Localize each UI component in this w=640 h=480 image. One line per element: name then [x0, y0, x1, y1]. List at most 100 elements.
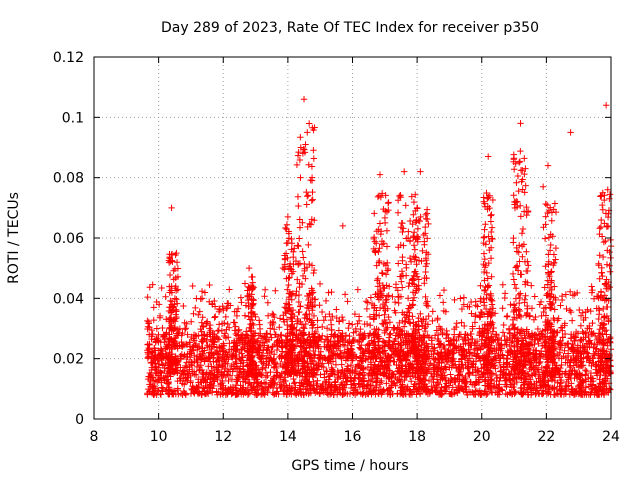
- roti-data-point: [361, 320, 368, 328]
- roti-data-point: [590, 344, 597, 351]
- roti-data-point: [391, 298, 399, 306]
- roti-data-point: [558, 361, 565, 369]
- roti-data-point: [157, 391, 165, 398]
- roti-data-point: [163, 330, 170, 337]
- roti-data-point: [360, 378, 368, 385]
- roti-data-point: [556, 345, 564, 353]
- roti-data-point: [525, 371, 532, 378]
- roti-data-point: [447, 371, 454, 378]
- roti-data-point: [232, 323, 239, 330]
- roti-data-point: [269, 384, 277, 392]
- roti-data-point: [385, 375, 393, 382]
- roti-data-point: [266, 349, 274, 356]
- roti-data-point: [497, 363, 504, 371]
- roti-data-point: [481, 382, 489, 389]
- roti-data-point: [295, 298, 303, 306]
- roti-data-point: [292, 384, 299, 391]
- roti-data-point: [440, 299, 447, 306]
- roti-data-point: [263, 338, 271, 345]
- roti-data-point: [369, 378, 377, 385]
- roti-data-point: [391, 325, 398, 332]
- roti-data-point: [460, 388, 467, 395]
- roti-data-point: [291, 390, 299, 397]
- roti-data-point: [395, 340, 402, 347]
- roti-data-point: [319, 380, 327, 388]
- roti-data-point: [494, 384, 502, 391]
- roti-data-point: [503, 313, 511, 320]
- roti-data-point: [481, 377, 488, 384]
- roti-data-point: [258, 365, 266, 373]
- roti-data-point: [383, 380, 390, 387]
- roti-data-point: [506, 371, 513, 378]
- roti-data-point: [367, 330, 374, 337]
- roti-data-point: [499, 305, 506, 312]
- roti-data-point: [260, 379, 268, 386]
- roti-data-point: [528, 372, 536, 379]
- roti-data-point: [313, 382, 320, 389]
- roti-data-point: [290, 380, 298, 387]
- roti-data-point: [272, 287, 279, 294]
- roti-data-point: [217, 391, 224, 398]
- roti-data-point: [194, 384, 201, 392]
- roti-data-point: [162, 293, 169, 301]
- roti-data-point: [429, 308, 436, 315]
- roti-data-point: [445, 382, 453, 389]
- roti-data-point: [211, 333, 219, 341]
- roti-data-point: [219, 363, 227, 370]
- roti-data-point: [462, 383, 469, 390]
- roti-data-point: [219, 303, 226, 310]
- roti-data-point: [295, 291, 303, 299]
- roti-data-point: [390, 338, 398, 345]
- roti-data-point: [348, 342, 355, 349]
- roti-data-point: [596, 380, 604, 387]
- roti-data-point: [145, 344, 152, 352]
- roti-data-point: [554, 328, 561, 336]
- roti-data-point: [359, 382, 367, 389]
- roti-data-point: [146, 388, 153, 396]
- roti-data-point: [558, 370, 566, 378]
- roti-data-point: [370, 330, 377, 338]
- roti-data-point: [533, 332, 540, 339]
- roti-data-point: [335, 327, 343, 334]
- roti-data-point: [590, 295, 598, 302]
- roti-data-point: [579, 384, 587, 392]
- roti-data-point: [395, 299, 402, 307]
- roti-data-point: [338, 379, 346, 387]
- roti-data-point: [553, 365, 560, 373]
- roti-data-point: [339, 384, 346, 391]
- roti-data-point: [487, 384, 494, 392]
- roti-data-point: [520, 379, 527, 386]
- roti-data-point: [346, 370, 354, 377]
- roti-data-point: [267, 368, 274, 376]
- roti-data-point: [491, 310, 499, 317]
- roti-data-point: [206, 358, 214, 365]
- roti-data-point: [346, 390, 354, 398]
- roti-data-point: [555, 371, 563, 379]
- roti-data-point: [489, 328, 496, 335]
- roti-data-point: [193, 363, 201, 371]
- roti-data-point: [462, 337, 469, 344]
- roti-data-point: [402, 384, 410, 392]
- roti-data-point: [455, 349, 463, 356]
- roti-data-point: [239, 385, 246, 393]
- roti-data-point: [571, 374, 578, 382]
- roti-data-point: [498, 386, 505, 393]
- roti-data-point: [578, 362, 586, 370]
- roti-data-point: [213, 388, 220, 395]
- roti-data-point: [224, 320, 231, 328]
- roti-data-point: [262, 364, 269, 372]
- roti-data-point: [222, 360, 229, 367]
- roti-data-point: [339, 341, 347, 348]
- roti-data-point: [579, 377, 586, 384]
- roti-data-point: [461, 331, 469, 338]
- roti-data-point: [347, 377, 354, 384]
- roti-data-point: [558, 339, 566, 347]
- roti-data-point: [315, 359, 322, 367]
- roti-data-point: [229, 389, 236, 397]
- roti-data-point: [241, 312, 249, 319]
- roti-data-point: [316, 389, 324, 396]
- roti-data-point: [328, 387, 335, 395]
- roti-data-point: [426, 362, 433, 369]
- roti-data-point: [354, 338, 362, 346]
- roti-data-point: [525, 334, 533, 341]
